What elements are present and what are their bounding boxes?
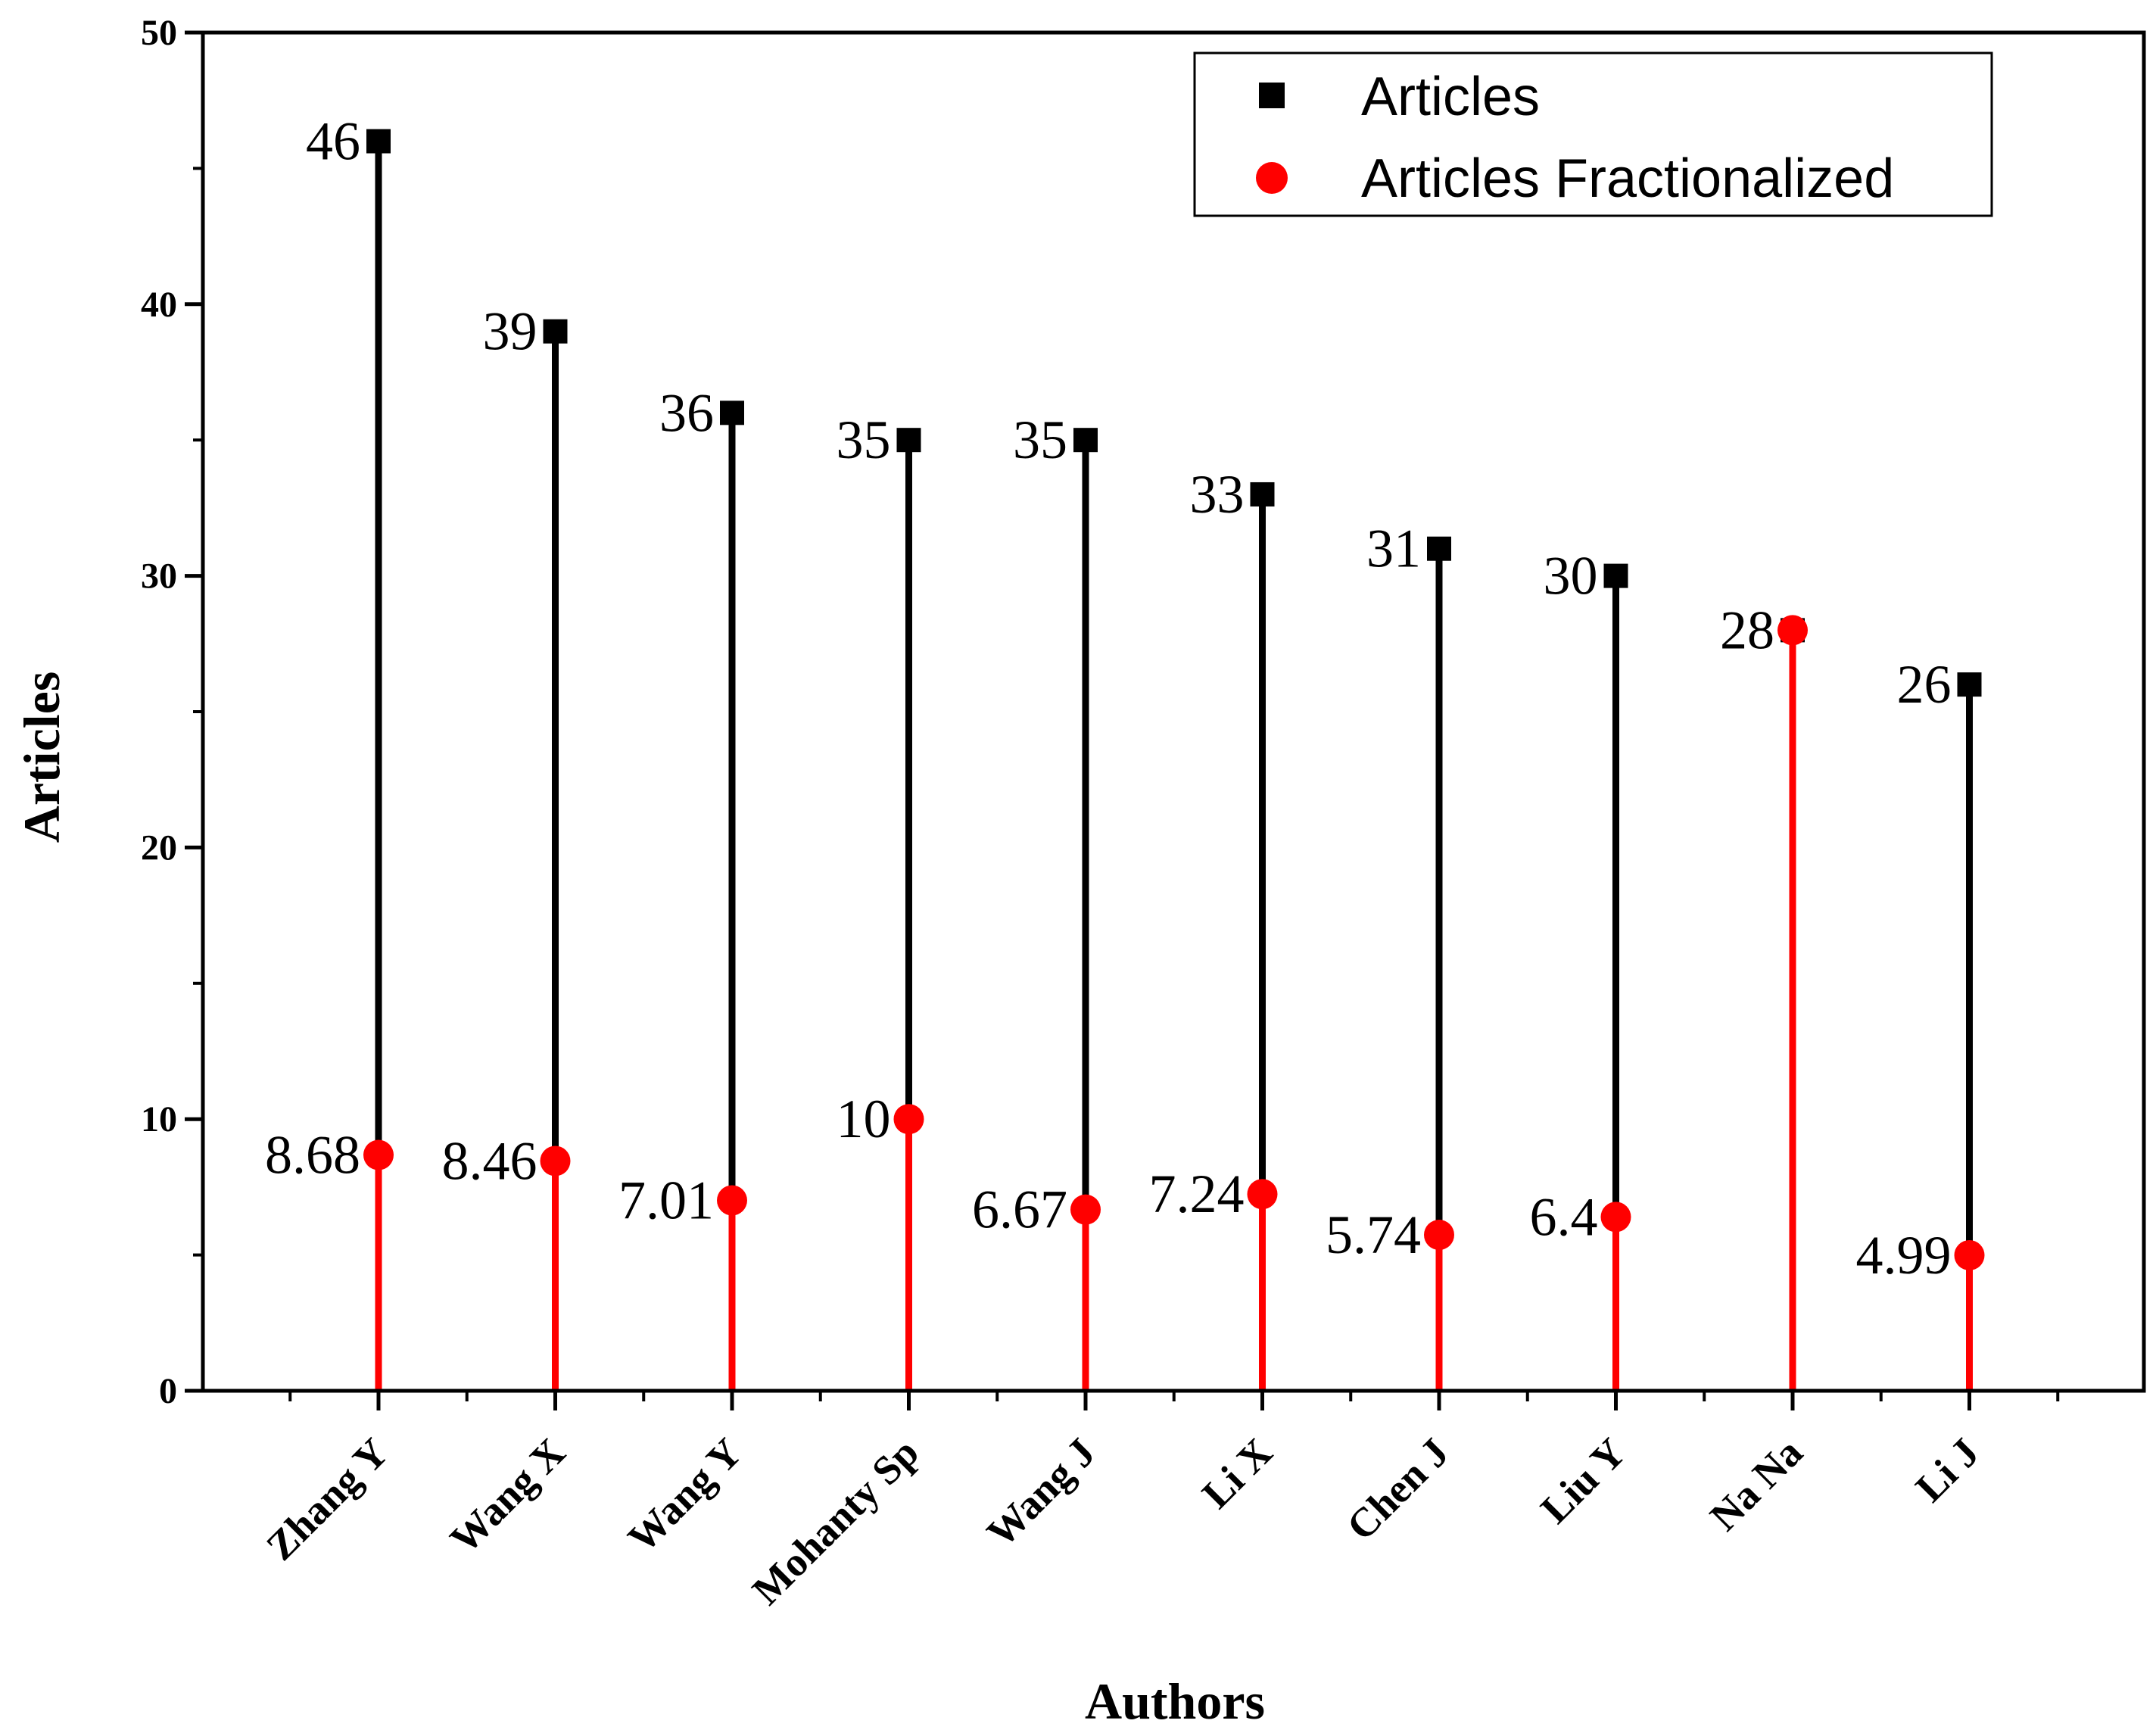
marker-fractionalized-li-x xyxy=(1247,1179,1278,1210)
marker-articles-li-x xyxy=(1250,482,1275,506)
data-label-fractionalized-mohanty-sp: 10 xyxy=(837,1089,891,1149)
data-label-articles-zhang-y: 46 xyxy=(306,111,360,172)
marker-articles-wang-j xyxy=(1073,428,1098,453)
x-tick-label-liu-y: Liu Y xyxy=(1532,1429,1634,1532)
data-label-articles-li-x: 33 xyxy=(1190,464,1245,525)
x-axis-title: Authors xyxy=(1085,1672,1265,1730)
marker-fractionalized-na-na xyxy=(1777,615,1808,646)
marker-articles-li-j xyxy=(1957,672,1982,697)
marker-fractionalized-chen-j xyxy=(1424,1220,1454,1251)
y-tick-label-30: 30 xyxy=(141,556,177,597)
legend-box xyxy=(1193,51,1993,217)
data-markers xyxy=(363,129,1985,1270)
x-tick-label-wang-j: Wang J xyxy=(978,1429,1104,1556)
marker-fractionalized-liu-y xyxy=(1600,1202,1631,1233)
x-tick-label-zhang-y: Zhang Y xyxy=(257,1429,397,1569)
data-label-articles-chen-j: 31 xyxy=(1366,519,1421,579)
data-label-fractionalized-wang-y: 7.01 xyxy=(618,1170,714,1230)
x-tick-label-na-na: Na Na xyxy=(1701,1429,1811,1539)
x-tick-label-li-x: Li X xyxy=(1193,1429,1281,1517)
legend-marker-articles xyxy=(1259,83,1285,108)
x-tick-label-mohanty-sp: Mohanty Sp xyxy=(743,1429,927,1613)
x-tick-label-wang-x: Wang X xyxy=(441,1429,574,1562)
marker-fractionalized-wang-y xyxy=(717,1185,747,1216)
data-label-articles-wang-x: 39 xyxy=(483,301,537,362)
data-label-fractionalized-wang-x: 8.46 xyxy=(442,1130,537,1191)
data-label-articles-wang-j: 35 xyxy=(1013,410,1067,470)
x-tick-label-wang-y: Wang Y xyxy=(619,1429,751,1561)
y-axis-title: Articles xyxy=(13,672,70,843)
data-label-fractionalized-chen-j: 5.74 xyxy=(1326,1205,1421,1265)
marker-articles-chen-j xyxy=(1427,536,1451,561)
marker-articles-wang-x xyxy=(543,319,568,344)
data-label-fractionalized-wang-j: 6.67 xyxy=(972,1180,1067,1240)
marker-fractionalized-zhang-y xyxy=(363,1139,394,1170)
marker-fractionalized-mohanty-sp xyxy=(893,1104,924,1135)
y-tick-label-20: 20 xyxy=(141,828,177,868)
marker-fractionalized-wang-j xyxy=(1070,1194,1101,1225)
data-label-articles-na-na: 28 xyxy=(1720,600,1774,660)
marker-articles-zhang-y xyxy=(366,129,391,154)
y-tick-label-10: 10 xyxy=(141,1099,177,1139)
data-label-fractionalized-zhang-y: 8.68 xyxy=(265,1125,360,1186)
data-label-articles-wang-y: 36 xyxy=(659,382,714,443)
data-label-articles-mohanty-sp: 35 xyxy=(837,410,891,470)
data-labels: 46 8.68 39 8.46 36 7.01 35 10 35 6.67 33 7.24 31 5.74… xyxy=(265,111,1952,1286)
legend-marker-fractionalized xyxy=(1256,162,1288,194)
data-label-fractionalized-li-j: 4.99 xyxy=(1856,1225,1952,1286)
legend: Articles Articles Fractionalized xyxy=(1193,51,1993,217)
data-label-articles-liu-y: 30 xyxy=(1544,546,1598,606)
legend-label-articles: Articles xyxy=(1361,67,1540,127)
x-tick-label-li-j: Li J xyxy=(1907,1429,1988,1510)
data-label-fractionalized-li-x: 7.24 xyxy=(1149,1164,1245,1224)
x-tick-label-chen-j: Chen J xyxy=(1338,1429,1457,1549)
y-tick-label-40: 40 xyxy=(141,285,177,325)
marker-articles-wang-y xyxy=(720,401,744,425)
y-tick-label-50: 50 xyxy=(141,13,177,53)
legend-label-fractionalized: Articles Fractionalized xyxy=(1361,148,1894,209)
marker-fractionalized-li-j xyxy=(1954,1239,1985,1270)
marker-fractionalized-wang-x xyxy=(540,1145,571,1177)
data-label-articles-li-j: 26 xyxy=(1897,654,1952,715)
y-tick-label-0: 0 xyxy=(159,1371,177,1411)
drop-lines xyxy=(375,141,1973,1391)
data-label-fractionalized-liu-y: 6.4 xyxy=(1530,1186,1598,1247)
marker-articles-liu-y xyxy=(1603,563,1628,588)
marker-articles-mohanty-sp xyxy=(896,428,921,453)
